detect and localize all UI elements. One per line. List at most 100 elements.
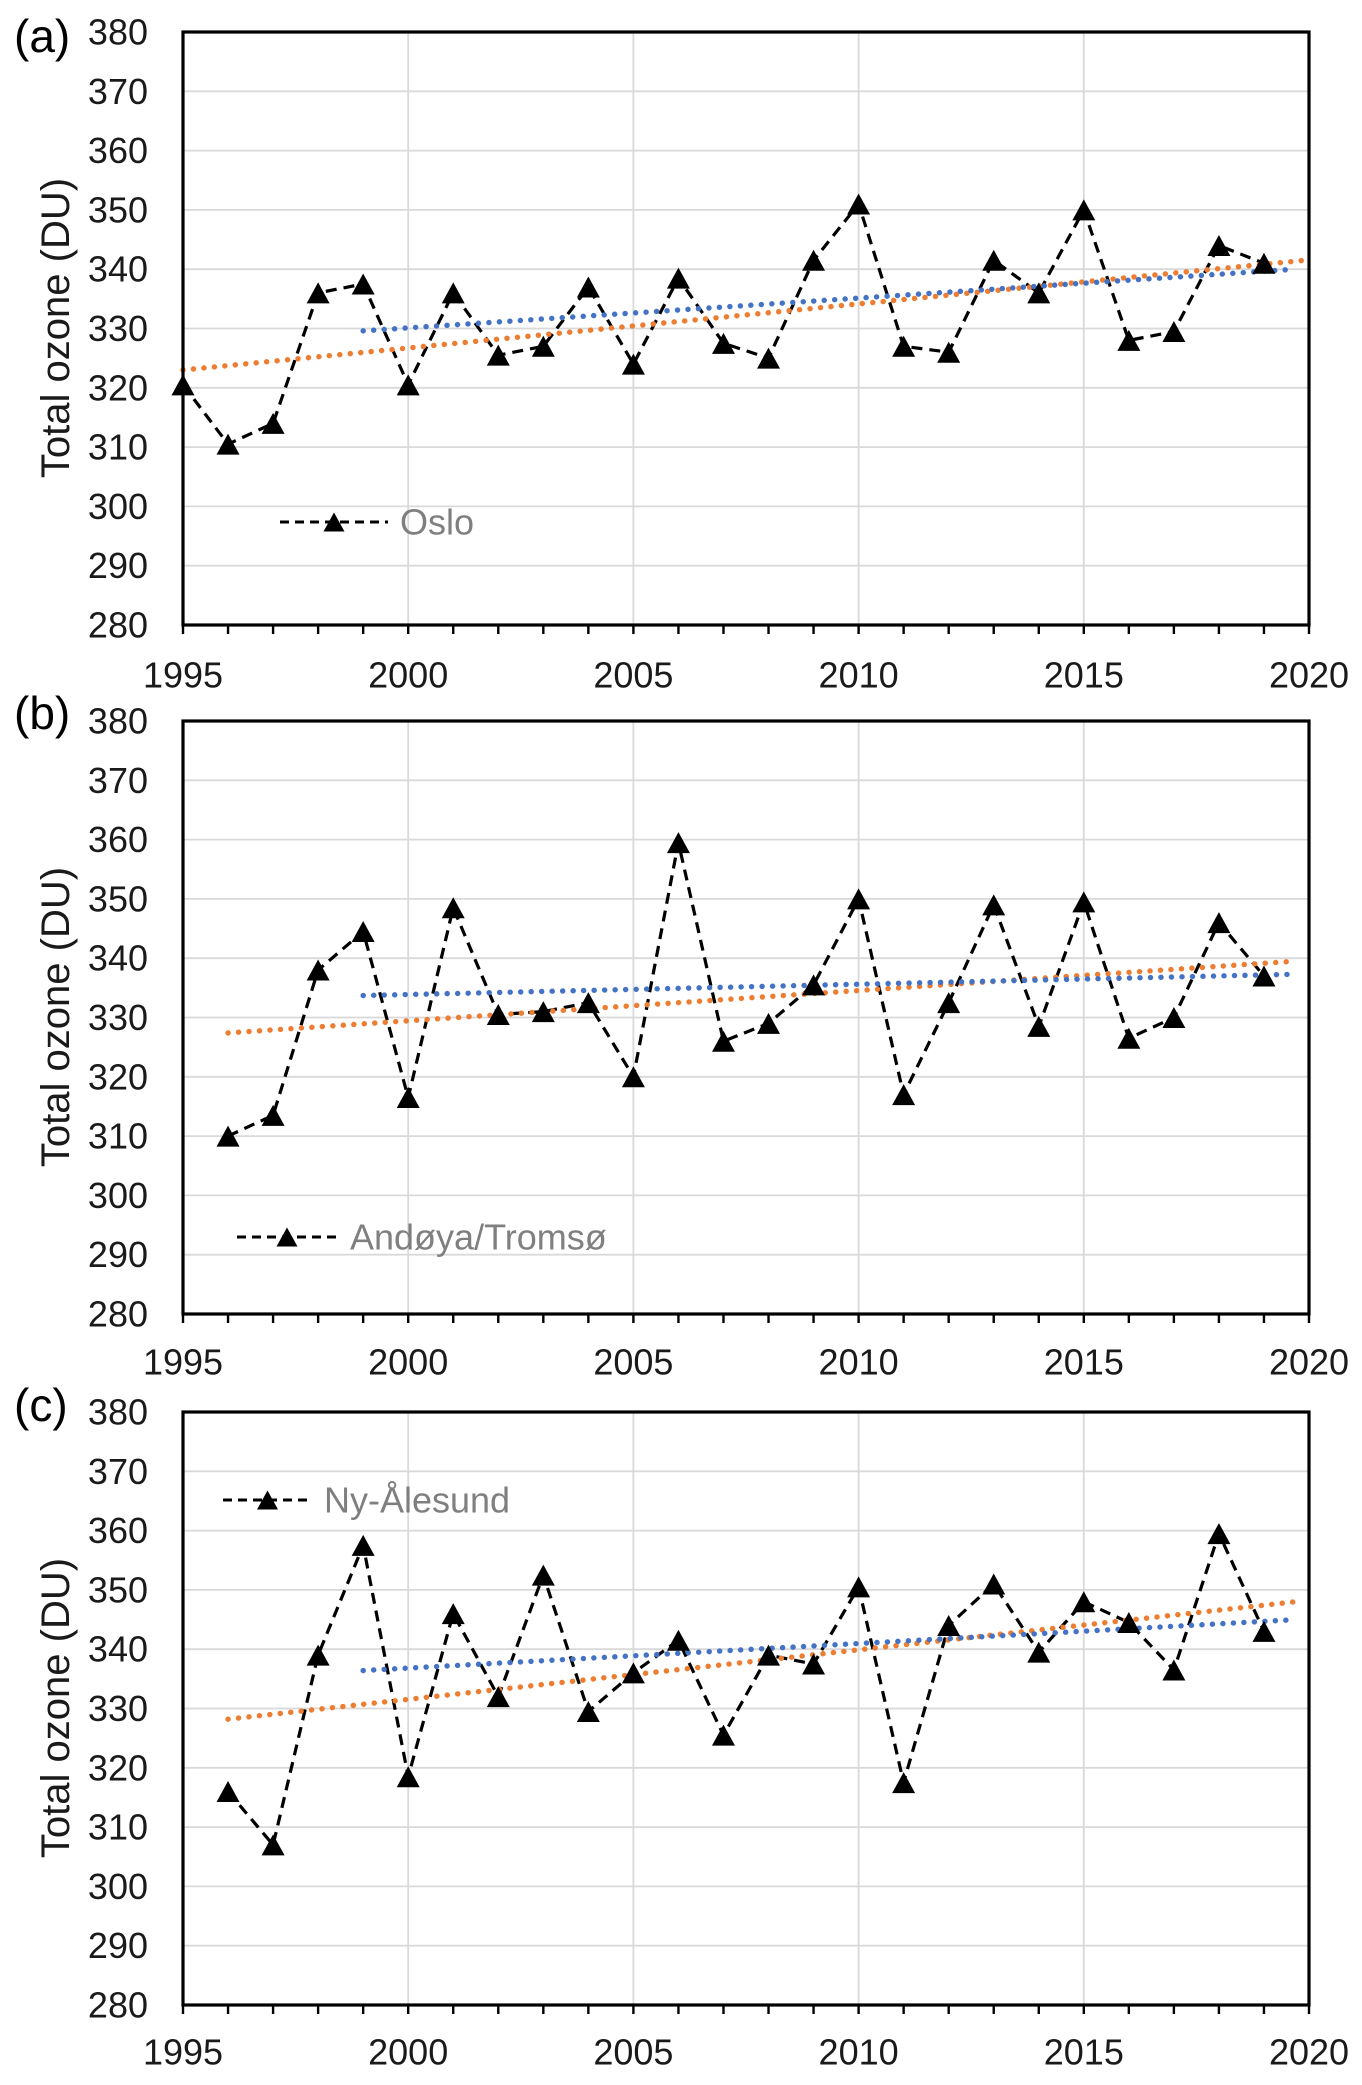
triangle-marker (1027, 282, 1051, 304)
svg-text:290: 290 (88, 1234, 148, 1275)
svg-text:320: 320 (88, 1747, 148, 1788)
svg-text:1995: 1995 (143, 655, 223, 696)
triangle-marker (396, 374, 420, 396)
triangle-marker (576, 276, 600, 298)
series-line (226, 1529, 1266, 1849)
svg-text:2015: 2015 (1044, 655, 1124, 696)
legend-ny-lesund: Ny-Ålesund (223, 1480, 510, 1521)
svg-text:2020: 2020 (1269, 2032, 1349, 2073)
legend-oslo: Oslo (280, 502, 474, 543)
triangle-marker (757, 1012, 781, 1034)
legend-label: Andøya/Tromsø (350, 1217, 607, 1258)
svg-text:380: 380 (88, 701, 148, 742)
triangle-marker (216, 1781, 240, 1803)
triangle-marker (937, 341, 961, 363)
triangle-marker (711, 1030, 735, 1052)
triangle-marker (757, 347, 781, 369)
trend-blue-dotted (360, 1617, 1290, 1674)
x-axis-labels: 1995 2000 2005 2010 2015 2020 (143, 1342, 1349, 1383)
series-line (227, 842, 1266, 1138)
triangle-marker (666, 832, 690, 854)
y-axis-labels: 280 290 300 310 320 330 340 350 360 370 380 (88, 1392, 148, 2026)
triangle-marker (1207, 912, 1231, 934)
triangle-marker (486, 344, 510, 366)
triangle-marker (486, 1004, 510, 1026)
triangle-marker (937, 992, 961, 1014)
panel-b: 280 290 300 310 320 330 340 350 360 370 380 1995 200… (14, 687, 1349, 1383)
triangle-marker (306, 282, 330, 304)
svg-text:360: 360 (88, 1510, 148, 1551)
legend-marker (276, 1227, 298, 1247)
svg-text:360: 360 (88, 130, 148, 171)
triangle-marker (937, 1614, 961, 1636)
svg-text:350: 350 (88, 1569, 148, 1610)
triangle-marker (486, 1686, 510, 1708)
series-markers (216, 832, 1276, 1147)
triangle-marker (621, 1662, 645, 1684)
triangle-marker (396, 1087, 420, 1109)
svg-text:380: 380 (88, 1392, 148, 1433)
x-axis-labels: 1995 2000 2005 2010 2015 2020 (143, 655, 1349, 696)
svg-text:330: 330 (88, 997, 148, 1038)
svg-text:2020: 2020 (1269, 1342, 1349, 1383)
triangle-marker (892, 335, 916, 357)
gridlines (183, 1412, 1309, 2005)
triangle-marker (1252, 965, 1276, 987)
plot-border (181, 30, 1311, 627)
svg-text:310: 310 (88, 427, 148, 468)
svg-text:290: 290 (88, 545, 148, 586)
triangle-marker (576, 992, 600, 1014)
svg-text:2010: 2010 (819, 655, 899, 696)
triangle-marker (216, 1125, 240, 1147)
svg-text:360: 360 (88, 819, 148, 860)
triangle-marker (847, 193, 871, 215)
x-axis-labels: 1995 2000 2005 2010 2015 2020 (143, 2032, 1349, 2073)
triangle-marker (1117, 1612, 1141, 1634)
svg-text:350: 350 (88, 878, 148, 919)
triangle-marker (1072, 199, 1096, 221)
triangle-marker (441, 897, 465, 919)
svg-text:320: 320 (88, 1056, 148, 1097)
legend-marker (257, 1490, 278, 1510)
triangle-marker (757, 1644, 781, 1666)
triangle-marker (531, 1564, 555, 1586)
triangle-marker (306, 959, 330, 981)
y-axis-labels: 280 290 300 310 320 330 340 350 360 370 380 (88, 12, 148, 646)
svg-text:340: 340 (88, 1629, 148, 1670)
triangle-marker (802, 974, 826, 996)
svg-text:1995: 1995 (143, 2032, 223, 2073)
svg-text:1995: 1995 (143, 1342, 223, 1383)
triangle-marker (261, 412, 285, 434)
triangle-marker (1117, 329, 1141, 351)
trend-orange-dotted (225, 958, 1299, 1036)
triangle-marker (892, 1084, 916, 1106)
svg-text:300: 300 (88, 1866, 148, 1907)
svg-text:340: 340 (88, 249, 148, 290)
triangle-marker (847, 888, 871, 910)
triangle-marker (306, 1644, 330, 1666)
panel-a: 280 290 300 310 320 330 340 350 360 370 380 1995 200… (14, 10, 1349, 696)
triangle-marker (1252, 252, 1276, 274)
triangle-marker (621, 353, 645, 375)
trend-blue-dotted (360, 267, 1290, 334)
series-markers (216, 1523, 1276, 1856)
svg-text:2000: 2000 (368, 2032, 448, 2073)
triangle-marker (351, 1534, 375, 1556)
svg-text:2005: 2005 (593, 1342, 673, 1383)
legend-label: Ny-Ålesund (324, 1480, 510, 1521)
svg-text:320: 320 (88, 367, 148, 408)
triangle-marker (216, 433, 240, 455)
x-tick-marks (181, 626, 1311, 634)
legend-and-ya-troms-: Andøya/Tromsø (237, 1217, 607, 1258)
svg-text:280: 280 (88, 1985, 148, 2026)
legend-marker (323, 512, 345, 532)
y-axis-title: Total ozone (DU) (34, 1558, 78, 1858)
svg-text:2000: 2000 (368, 655, 448, 696)
triangle-marker (621, 1066, 645, 1088)
triangle-marker (1072, 891, 1096, 913)
svg-text:2010: 2010 (819, 2032, 899, 2073)
svg-text:2010: 2010 (819, 1342, 899, 1383)
svg-text:2000: 2000 (368, 1342, 448, 1383)
svg-text:370: 370 (88, 760, 148, 801)
